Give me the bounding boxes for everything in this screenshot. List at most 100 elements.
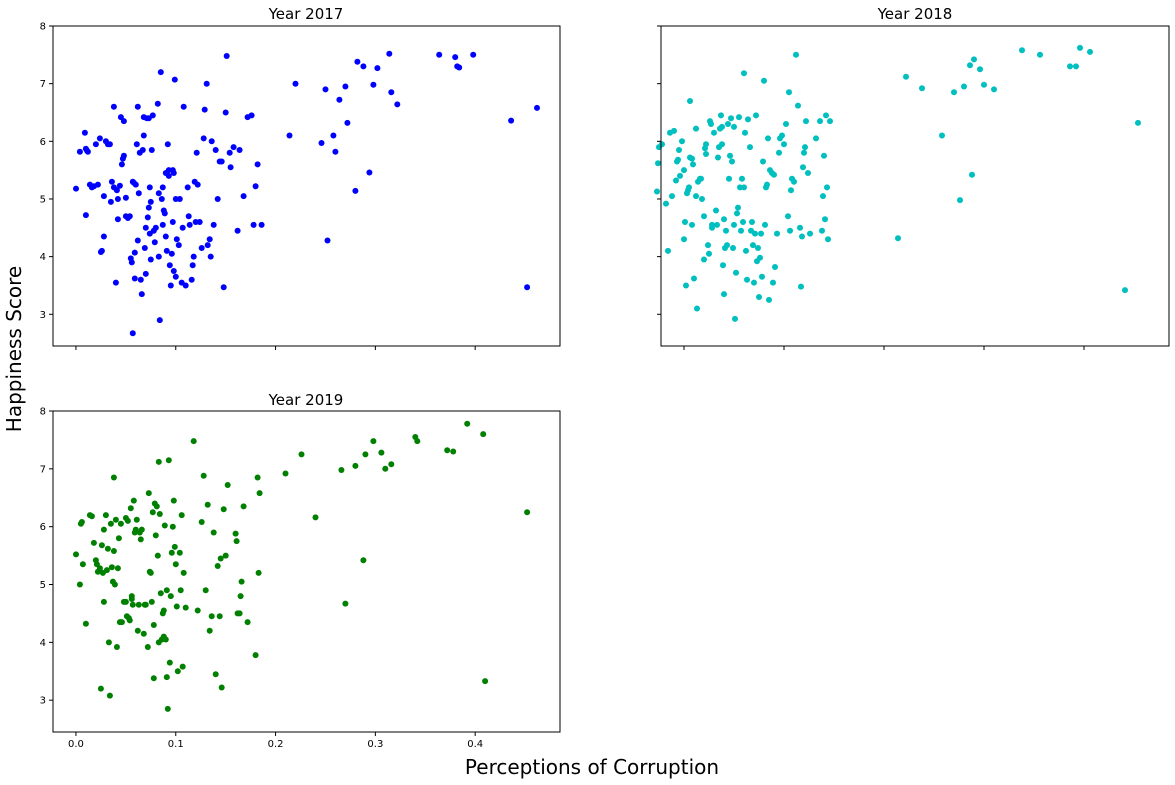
data-point <box>124 517 131 524</box>
data-point <box>756 294 762 300</box>
y-tick-label: 4 <box>40 638 46 649</box>
y-tick-label: 7 <box>40 79 46 90</box>
data-point <box>759 273 765 280</box>
data-point <box>234 227 241 234</box>
data-point <box>111 581 118 588</box>
data-point <box>723 227 729 234</box>
data-point <box>139 147 146 153</box>
data-point <box>732 315 738 322</box>
data-point <box>103 567 110 574</box>
y-tick-label: 3 <box>40 696 46 707</box>
data-point <box>166 262 173 269</box>
data-point <box>254 161 261 168</box>
data-point <box>236 147 243 153</box>
data-point <box>157 69 164 76</box>
data-point <box>140 630 147 637</box>
data-point <box>676 147 682 153</box>
data-point <box>159 184 166 191</box>
data-point <box>110 548 117 554</box>
data-point <box>318 140 325 146</box>
data-point <box>78 519 85 525</box>
data-point <box>176 196 183 202</box>
data-point <box>120 118 127 125</box>
data-point <box>94 181 101 188</box>
data-point <box>801 149 807 156</box>
data-point <box>147 569 154 576</box>
data-point <box>969 171 975 178</box>
data-point <box>163 247 170 254</box>
data-point <box>706 250 712 257</box>
data-point <box>153 503 160 510</box>
subplot-year-2018: Year 2018 <box>654 5 1170 350</box>
data-point <box>131 275 138 282</box>
data-point <box>118 161 125 168</box>
data-point <box>762 221 768 228</box>
data-point <box>721 216 727 223</box>
y-tick-label: 8 <box>40 22 46 33</box>
data-point <box>708 121 714 127</box>
data-point <box>698 175 704 182</box>
data-point <box>150 675 157 682</box>
data-point <box>180 103 187 110</box>
data-point <box>160 607 167 614</box>
data-point <box>715 154 721 161</box>
data-point <box>137 276 144 283</box>
data-point <box>98 542 105 549</box>
data-point <box>788 187 794 194</box>
data-point <box>741 70 747 77</box>
data-point <box>803 118 809 125</box>
data-point <box>694 305 700 312</box>
data-point <box>248 112 255 119</box>
data-point <box>155 190 162 197</box>
data-point <box>105 639 112 646</box>
data-point <box>813 135 819 142</box>
data-point <box>132 181 139 188</box>
data-point <box>203 80 210 87</box>
data-point <box>654 188 660 195</box>
data-point <box>138 526 145 533</box>
data-point <box>163 587 170 594</box>
data-point <box>822 216 828 223</box>
x-tick-label: 0.0 <box>68 739 84 750</box>
data-point <box>802 144 808 151</box>
y-tick-label: 6 <box>40 522 46 533</box>
data-point <box>152 224 159 231</box>
data-point <box>104 545 111 552</box>
data-point <box>352 187 359 194</box>
data-point <box>107 520 114 527</box>
data-point <box>175 242 182 249</box>
data-point <box>129 601 136 608</box>
data-point <box>144 644 151 650</box>
data-point <box>127 505 134 512</box>
data-point <box>757 254 763 261</box>
data-point <box>238 578 245 585</box>
data-point <box>128 259 135 266</box>
data-point <box>161 522 168 529</box>
x-tick-label: 0.3 <box>367 739 383 750</box>
data-point <box>701 213 707 220</box>
data-point <box>198 245 205 251</box>
data-point <box>370 81 377 88</box>
data-point <box>720 262 726 269</box>
data-point <box>237 593 244 600</box>
data-point <box>360 557 367 564</box>
data-point <box>452 54 459 61</box>
data-point <box>524 509 531 516</box>
y-axis-label: Happiness Score <box>2 266 26 432</box>
data-point <box>336 96 343 103</box>
data-point <box>158 196 165 202</box>
data-point <box>208 138 215 145</box>
x-tick-label: 0.2 <box>268 739 284 750</box>
data-point <box>189 262 196 269</box>
data-point <box>971 56 977 63</box>
data-point <box>772 264 778 270</box>
data-point <box>747 144 753 151</box>
data-point <box>168 549 175 556</box>
axis-ticks: 3 4 5 6 7 8 <box>40 22 476 350</box>
data-point <box>114 216 121 223</box>
data-point <box>178 512 185 519</box>
data-point <box>755 245 761 251</box>
data-point <box>671 127 677 134</box>
data-point <box>342 83 349 90</box>
